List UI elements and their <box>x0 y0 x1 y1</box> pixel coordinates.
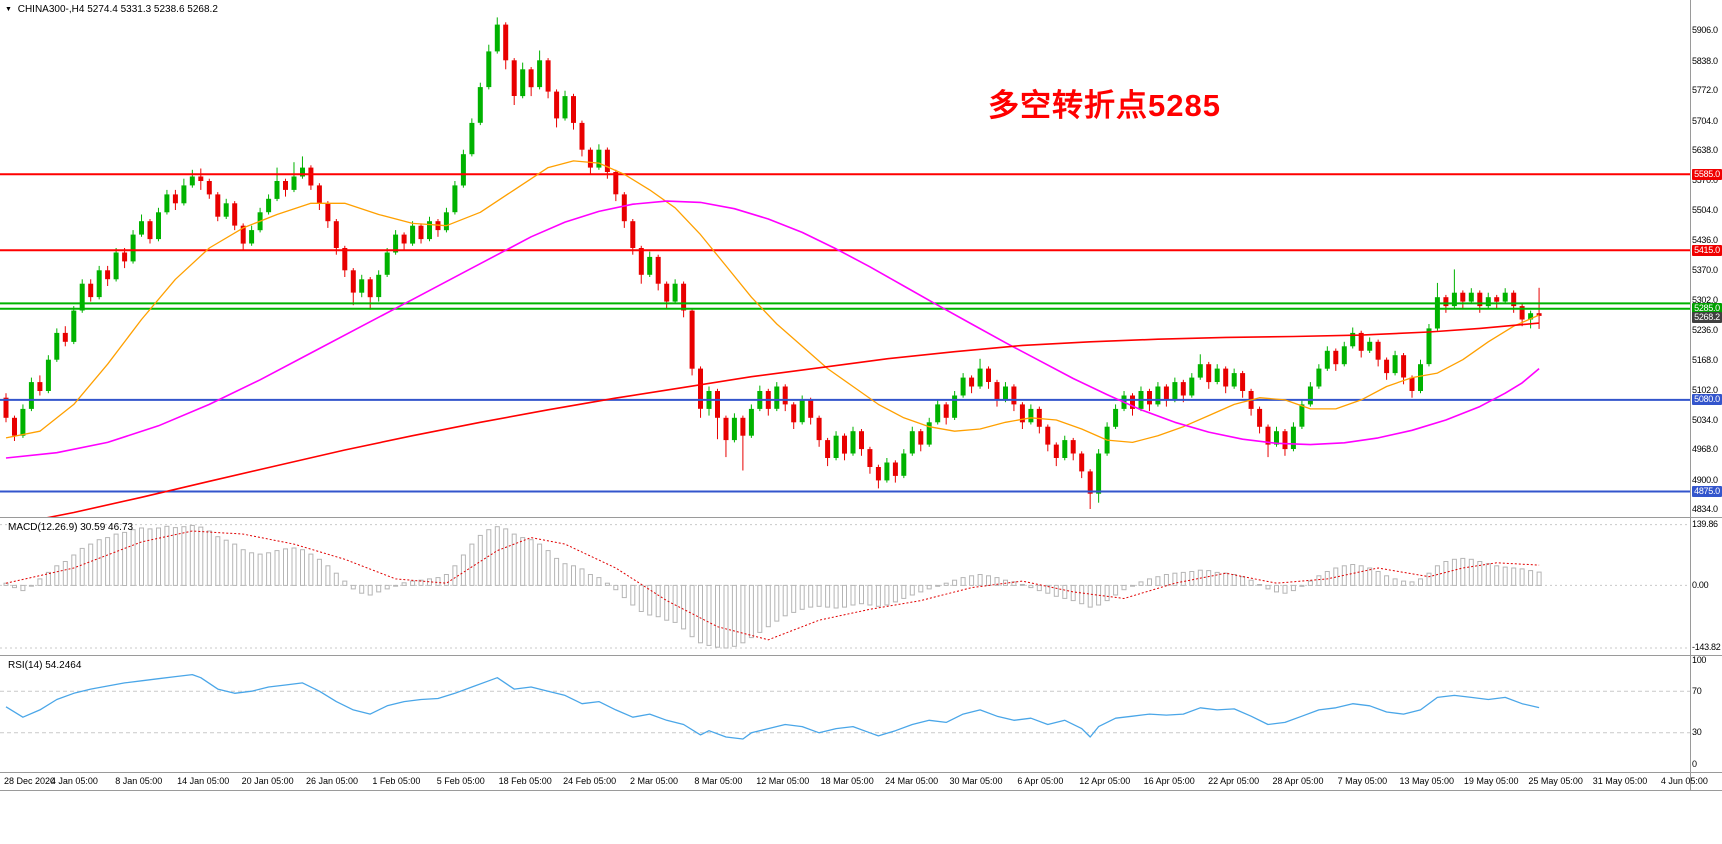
panel-separator <box>0 517 1722 518</box>
rsi-line <box>5 673 1540 740</box>
time-axis-label: 8 Mar 05:00 <box>694 776 743 786</box>
level-price-label: 5585.0 <box>1692 169 1722 180</box>
time-axis-label: 7 May 05:00 <box>1337 776 1388 786</box>
rsi-tick-label: 70 <box>1692 686 1702 696</box>
time-axis-label: 31 May 05:00 <box>1592 776 1648 786</box>
price-tick-label: 5906.0 <box>1692 25 1718 35</box>
time-axis-label: 19 May 05:00 <box>1463 776 1519 786</box>
macd-tick-label: -143.82 <box>1692 642 1721 652</box>
level-price-label: 4875.0 <box>1692 486 1722 497</box>
time-axis-label: 24 Feb 05:00 <box>563 776 617 786</box>
time-axis-label: 18 Mar 05:00 <box>820 776 874 786</box>
price-scale[interactable]: 5906.0 5838.0 5772.0 5704.0 5638.0 5570.0 5504… <box>1691 0 1722 772</box>
time-axis[interactable]: 28 Dec 2020 4 Jan 05:00 8 Jan 05:00 14 Jan … <box>0 773 1722 790</box>
time-axis-label: 26 Jan 05:00 <box>305 776 359 786</box>
level-price-label: 5080.0 <box>1692 394 1722 405</box>
time-axis-label: 30 Mar 05:00 <box>949 776 1003 786</box>
rsi-indicator-label: RSI(14) 54.2464 <box>8 660 82 671</box>
level-price-label: 5415.0 <box>1692 245 1722 256</box>
time-axis-label: 4 Jan 05:00 <box>50 776 98 786</box>
time-axis-label: 12 Mar 05:00 <box>756 776 810 786</box>
time-axis-label: 1 Feb 05:00 <box>372 776 421 786</box>
current-price-label: 5268.2 <box>1692 312 1722 323</box>
price-tick-label: 5570.0 <box>1692 175 1718 185</box>
symbol-label: CHINA300-,H4 <box>17 4 85 15</box>
time-axis-label: 16 Apr 05:00 <box>1143 776 1195 786</box>
macd-tick-label: 139.86 <box>1692 519 1718 529</box>
price-tick-label: 5034.0 <box>1692 415 1718 425</box>
moving-averages-layer <box>5 160 1540 517</box>
rsi-tick-label: 0 <box>1692 759 1697 769</box>
ohlc-readout: 5274.4 5331.3 5238.6 5268.2 <box>87 4 218 15</box>
price-tick-label: 4968.0 <box>1692 444 1718 454</box>
macd-signal-line <box>5 530 1540 641</box>
price-tick-label: 5504.0 <box>1692 205 1718 215</box>
price-tick-label: 5236.0 <box>1692 325 1718 335</box>
macd-tick-label: 0.00 <box>1692 580 1709 590</box>
time-axis-label: 20 Jan 05:00 <box>241 776 294 786</box>
time-axis-label: 8 Jan 05:00 <box>115 776 163 786</box>
price-tick-label: 5638.0 <box>1692 145 1718 155</box>
price-tick-label: 5302.0 <box>1692 295 1718 305</box>
macd-indicator-label: MACD(12.26.9) 30.59 46.73 <box>8 522 134 533</box>
candles-layer <box>3 17 1542 509</box>
panel-separator <box>0 790 1722 791</box>
ma-fast-orange <box>5 160 1540 444</box>
rsi-tick-label: 100 <box>1692 655 1707 665</box>
annotation-text: 多空转折点5285 <box>988 88 1221 123</box>
time-axis-label: 22 Apr 05:00 <box>1208 776 1260 786</box>
price-tick-label: 5168.0 <box>1692 355 1718 365</box>
symbol-dropdown-icon[interactable]: ▼ <box>5 6 12 13</box>
time-axis-label: 2 Mar 05:00 <box>629 776 679 786</box>
price-tick-label: 5436.0 <box>1692 235 1718 245</box>
price-tick-label: 4834.0 <box>1692 504 1718 514</box>
time-axis-label: 5 Feb 05:00 <box>436 776 485 786</box>
main-chart-panel[interactable] <box>0 0 1690 517</box>
time-axis-label: 28 Dec 2020 <box>4 776 56 786</box>
time-axis-label: 6 Apr 05:00 <box>1017 776 1064 786</box>
price-tick-label: 5772.0 <box>1692 85 1718 95</box>
rsi-panel[interactable] <box>0 656 1690 772</box>
price-tick-label: 5370.0 <box>1692 265 1718 275</box>
price-tick-label: 4900.0 <box>1692 475 1718 485</box>
price-scale-separator <box>1690 0 1691 790</box>
macd-histogram <box>3 524 1542 649</box>
time-axis-label: 25 May 05:00 <box>1528 776 1583 786</box>
symbol-header: ▼ CHINA300-,H4 5274.4 5331.3 5238.6 5268… <box>5 4 218 15</box>
level-price-label: 5285.0 <box>1692 303 1722 314</box>
panel-separator <box>0 655 1722 656</box>
time-axis-label: 14 Jan 05:00 <box>177 776 230 786</box>
time-axis-label: 13 May 05:00 <box>1399 776 1455 786</box>
rsi-tick-label: 30 <box>1692 727 1702 737</box>
price-tick-label: 5838.0 <box>1692 56 1718 66</box>
time-axis-label: 18 Feb 05:00 <box>498 776 552 786</box>
ma-slow-red <box>46 322 1540 517</box>
panel-separator <box>0 772 1722 773</box>
time-axis-label: 4 Jun 05:00 <box>1660 776 1708 786</box>
time-axis-label: 28 Apr 05:00 <box>1272 776 1324 786</box>
price-tick-label: 5102.0 <box>1692 385 1718 395</box>
price-tick-label: 5704.0 <box>1692 116 1718 126</box>
ma-mid-magenta <box>5 200 1540 459</box>
time-axis-label: 24 Mar 05:00 <box>885 776 939 786</box>
time-axis-label: 12 Apr 05:00 <box>1079 776 1131 786</box>
level-lines-layer <box>0 173 1690 493</box>
macd-panel[interactable] <box>0 518 1690 655</box>
